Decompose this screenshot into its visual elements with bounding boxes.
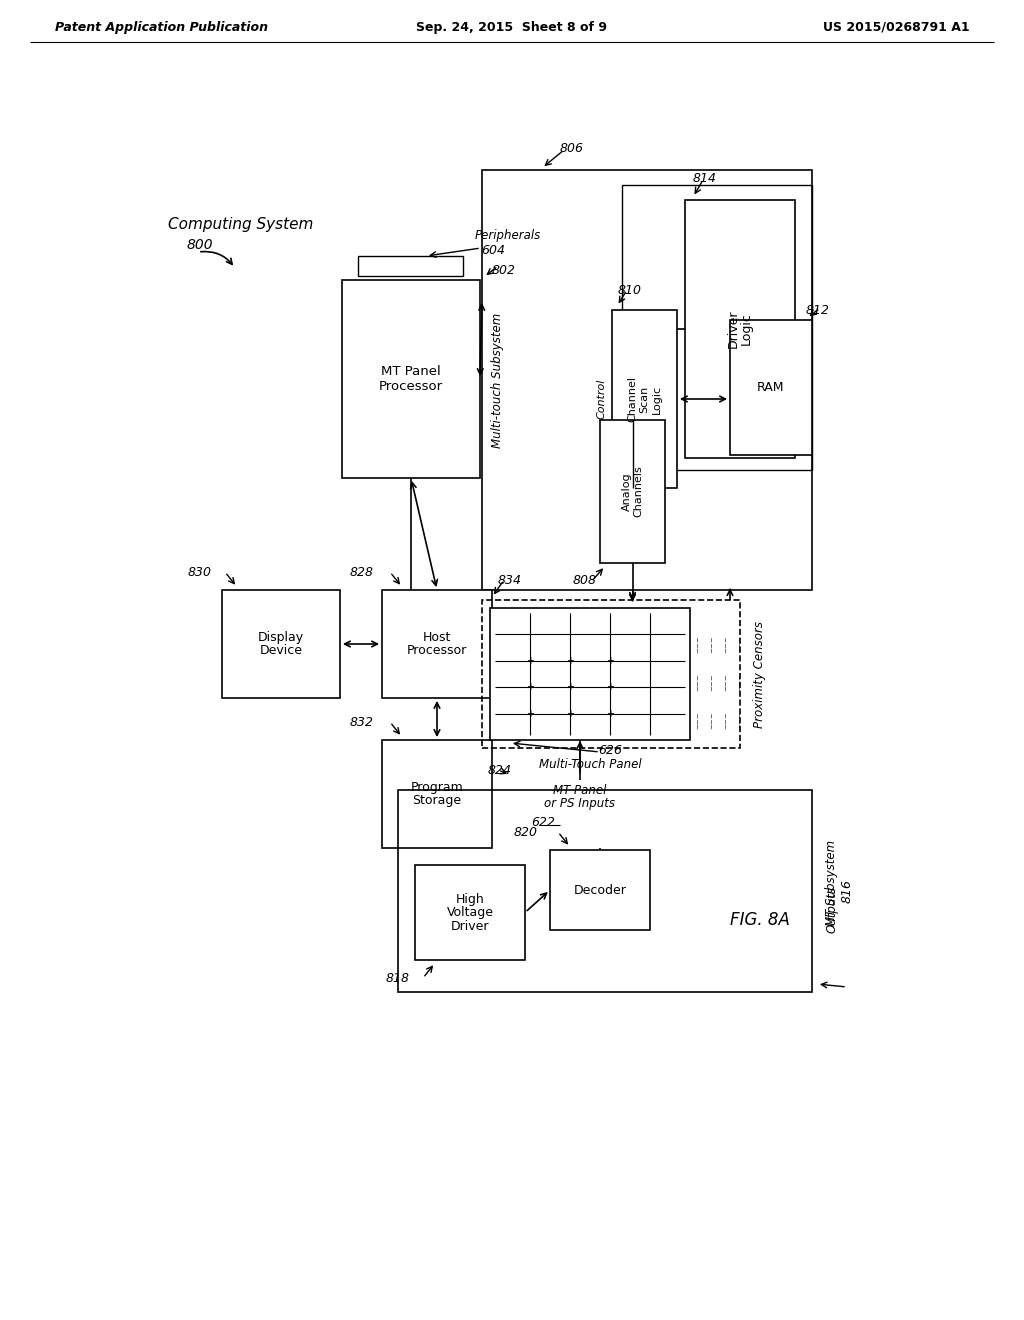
Text: 818: 818 <box>386 972 410 985</box>
Bar <box>730 319 812 455</box>
Text: 830: 830 <box>188 565 212 578</box>
Text: Channel: Channel <box>628 376 638 422</box>
Text: Host: Host <box>423 631 452 644</box>
Text: Voltage: Voltage <box>446 906 494 919</box>
Bar <box>358 256 463 276</box>
Text: +: + <box>526 709 534 718</box>
Bar <box>382 741 492 847</box>
Text: 810: 810 <box>618 284 642 297</box>
Text: ~~~: ~~~ <box>709 711 715 729</box>
Text: Scan: Scan <box>640 385 649 413</box>
Text: Processor: Processor <box>379 380 443 392</box>
Text: or PS Inputs: or PS Inputs <box>545 797 615 810</box>
Text: 820: 820 <box>514 825 538 838</box>
Bar <box>482 170 812 590</box>
Bar <box>685 201 795 458</box>
Text: Storage: Storage <box>413 795 462 808</box>
Text: +: + <box>606 682 614 692</box>
Text: Outputs: Outputs <box>825 886 839 932</box>
Text: ~~~: ~~~ <box>737 711 743 729</box>
Text: Multi-Touch Panel: Multi-Touch Panel <box>539 758 641 771</box>
Text: ~~~: ~~~ <box>695 673 701 690</box>
Text: +: + <box>566 709 574 718</box>
Text: +: + <box>566 682 574 692</box>
Text: 802: 802 <box>492 264 516 276</box>
Text: ~~~: ~~~ <box>695 711 701 729</box>
Text: Control: Control <box>597 379 607 420</box>
Text: MT Panel: MT Panel <box>381 366 441 379</box>
Bar <box>612 310 677 488</box>
Text: RAM: RAM <box>758 381 784 393</box>
Bar <box>490 609 690 741</box>
Bar <box>550 850 650 931</box>
Text: Patent Application Publication: Patent Application Publication <box>55 21 268 33</box>
Text: High: High <box>456 892 484 906</box>
Text: ~~~: ~~~ <box>737 635 743 653</box>
Bar <box>342 280 480 478</box>
Text: MT Subsystem: MT Subsystem <box>825 840 839 927</box>
Text: ~~~: ~~~ <box>737 673 743 690</box>
Text: Program: Program <box>411 780 464 793</box>
Text: ~~~: ~~~ <box>723 673 729 690</box>
Text: 832: 832 <box>350 715 374 729</box>
Text: Proximity Censors: Proximity Censors <box>754 620 767 727</box>
Text: ~~~: ~~~ <box>709 635 715 653</box>
Text: 834: 834 <box>498 573 522 586</box>
Text: Display: Display <box>258 631 304 644</box>
Text: 622: 622 <box>531 816 555 829</box>
Text: Processor: Processor <box>407 644 467 657</box>
Bar <box>398 789 812 993</box>
Text: Multi-touch Subsystem: Multi-touch Subsystem <box>492 313 505 447</box>
Text: ~~~: ~~~ <box>723 635 729 653</box>
Text: Logic: Logic <box>651 384 662 413</box>
Text: 824: 824 <box>488 763 512 776</box>
Text: +: + <box>526 682 534 692</box>
Text: +: + <box>566 656 574 665</box>
Text: Computing System: Computing System <box>168 218 313 232</box>
Text: 812: 812 <box>806 304 830 317</box>
Text: 814: 814 <box>693 172 717 185</box>
Bar <box>600 420 665 564</box>
Text: 626: 626 <box>598 743 622 756</box>
Text: Channels: Channels <box>634 466 643 517</box>
Text: 816: 816 <box>841 879 853 903</box>
Text: Analog: Analog <box>622 473 632 511</box>
Text: +: + <box>526 656 534 665</box>
Text: Logic: Logic <box>740 313 754 346</box>
Text: +: + <box>606 656 614 665</box>
Text: Device: Device <box>259 644 302 657</box>
Text: 808: 808 <box>573 574 597 587</box>
Text: 800: 800 <box>187 238 214 252</box>
Text: ~~~: ~~~ <box>723 711 729 729</box>
Text: Driver: Driver <box>451 920 489 932</box>
Text: ~~~: ~~~ <box>709 673 715 690</box>
Text: Peripherals: Peripherals <box>475 230 542 243</box>
Text: Sep. 24, 2015  Sheet 8 of 9: Sep. 24, 2015 Sheet 8 of 9 <box>417 21 607 33</box>
Text: US 2015/0268791 A1: US 2015/0268791 A1 <box>823 21 970 33</box>
Text: +: + <box>606 709 614 718</box>
Text: Driver: Driver <box>727 310 739 348</box>
Text: 806: 806 <box>560 141 584 154</box>
Bar <box>415 865 525 960</box>
Bar <box>482 601 740 748</box>
Bar <box>382 590 492 698</box>
Text: 828: 828 <box>350 565 374 578</box>
Text: Decoder: Decoder <box>573 883 627 896</box>
Text: FIG. 8A: FIG. 8A <box>730 911 790 929</box>
Text: 604: 604 <box>481 244 505 257</box>
Bar <box>222 590 340 698</box>
Text: ~~~: ~~~ <box>695 635 701 653</box>
Bar <box>622 185 812 470</box>
Text: MT Panel: MT Panel <box>553 784 606 796</box>
